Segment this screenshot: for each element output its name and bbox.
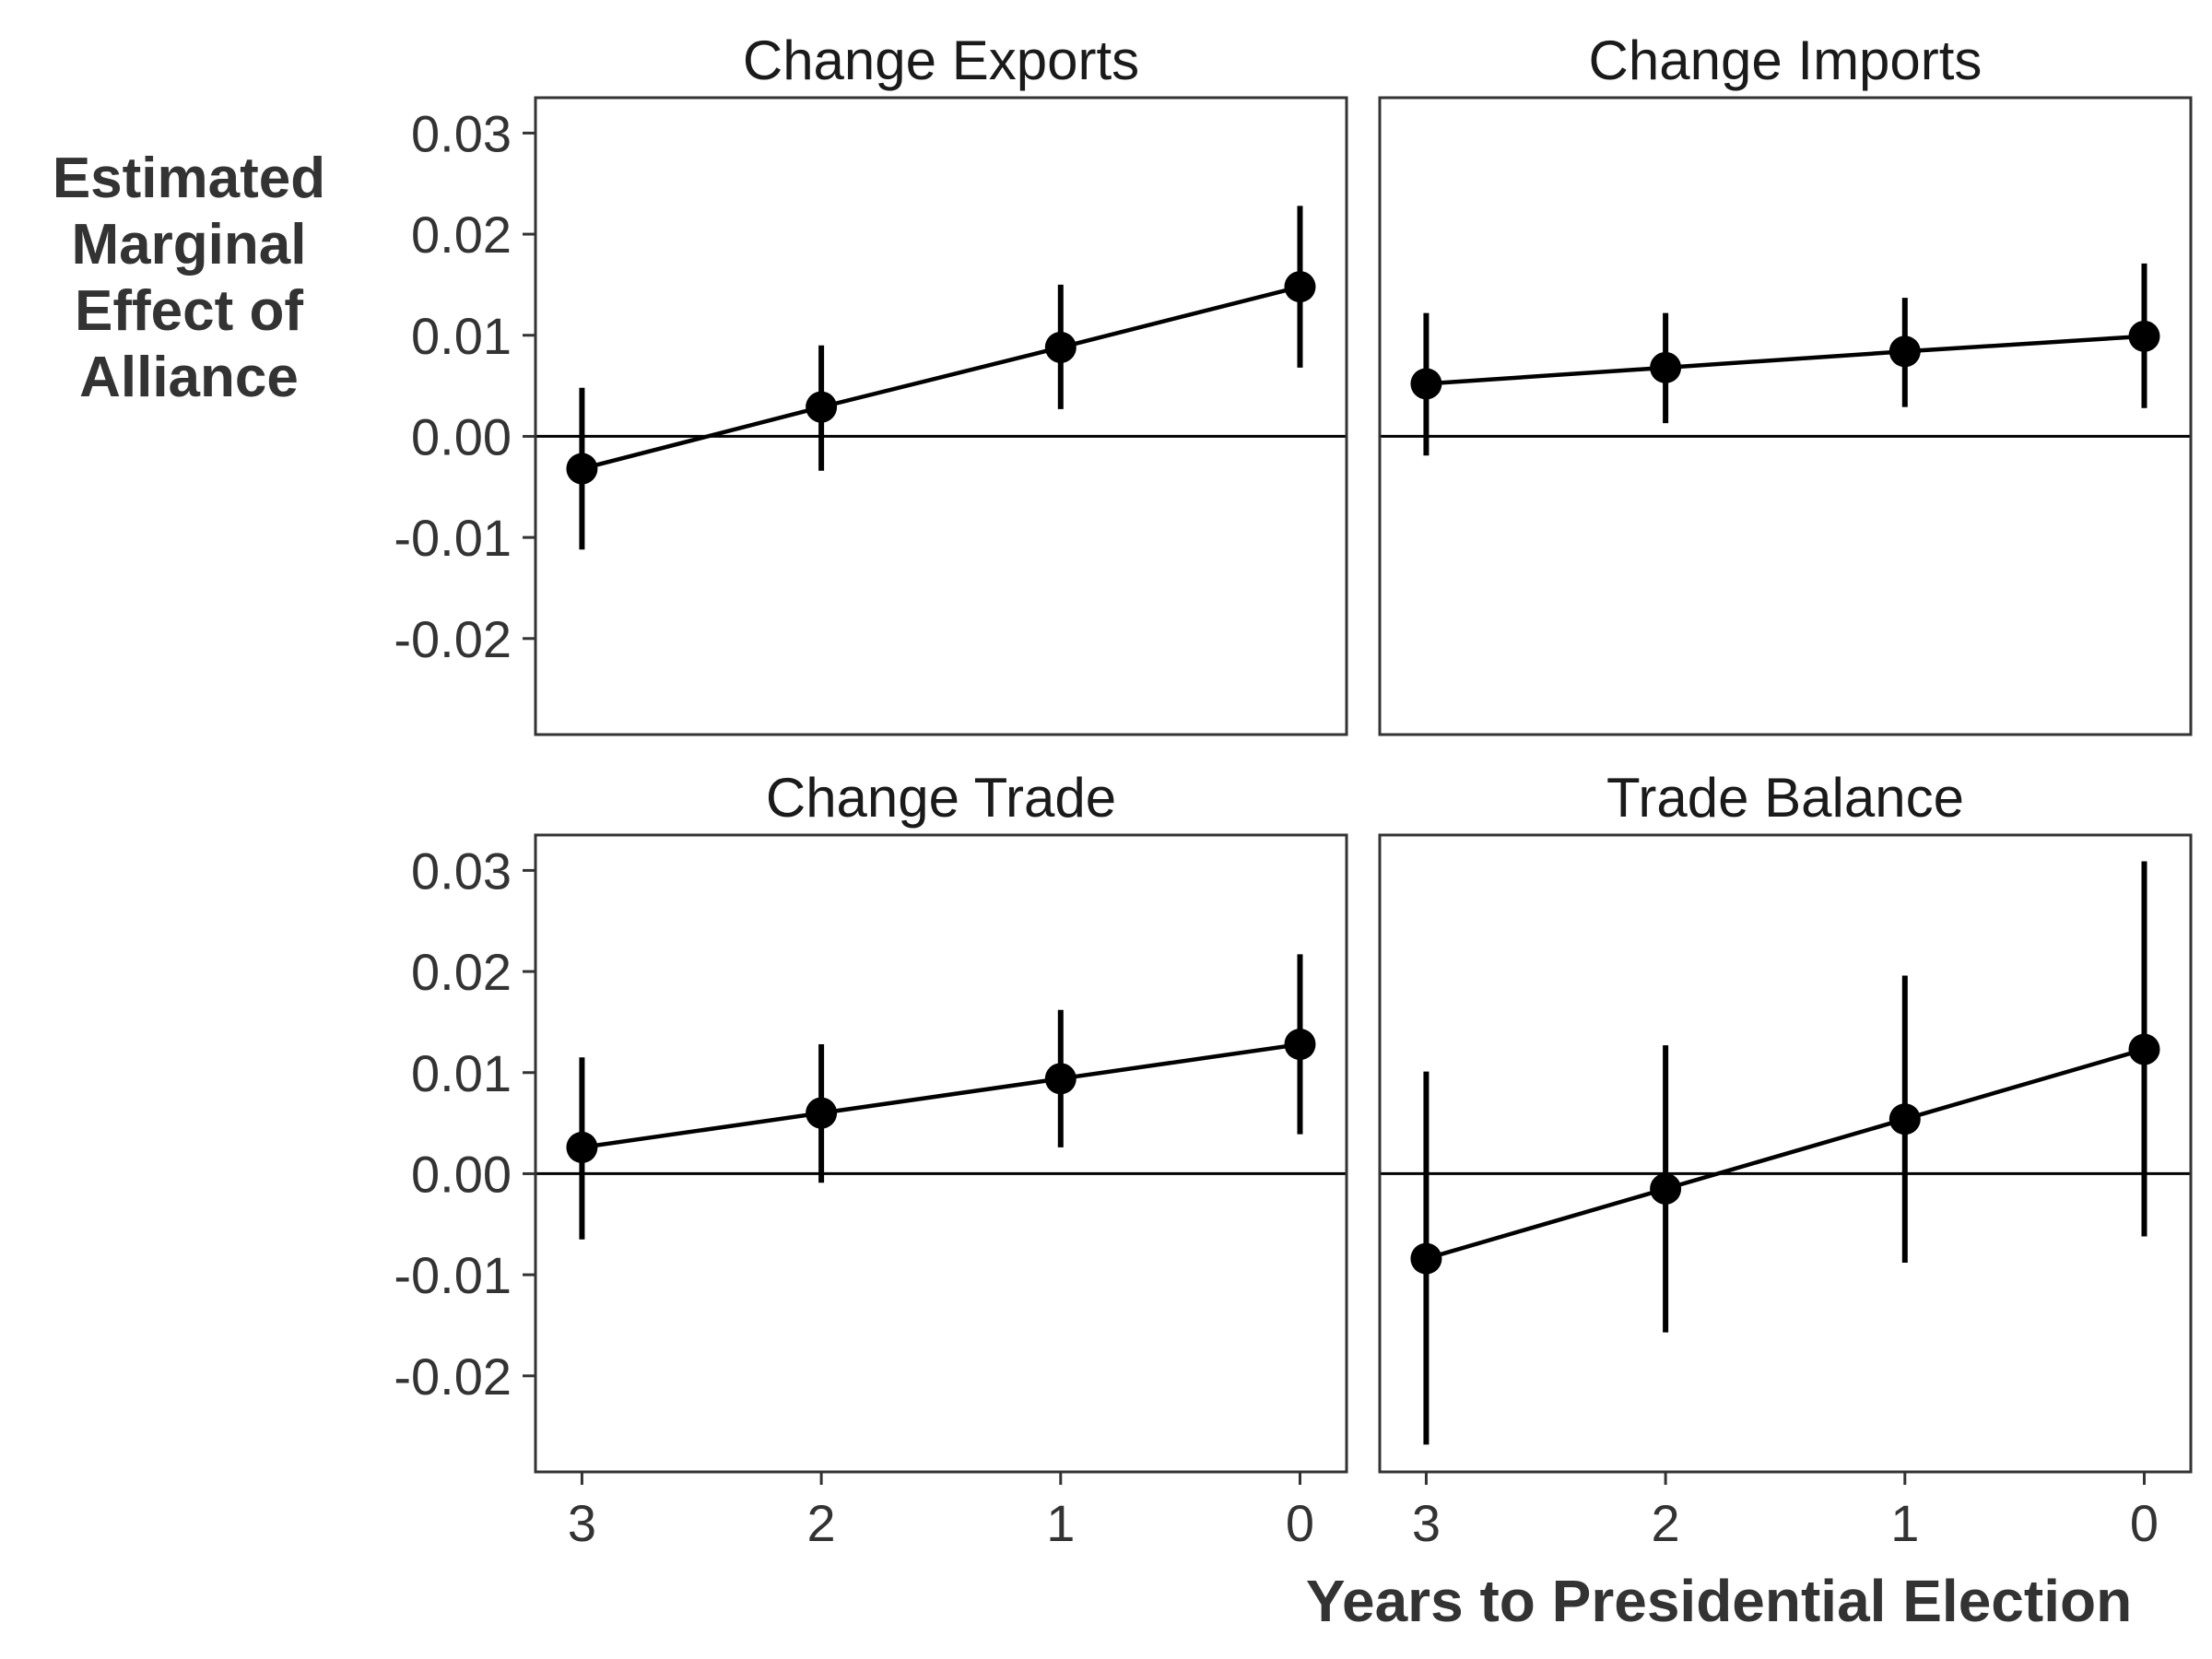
x-tick-label: 2 — [807, 1494, 836, 1552]
panel-title-change-imports: Change Imports — [1589, 29, 1983, 91]
x-tick-label: 3 — [1412, 1494, 1441, 1552]
series-line-change-exports — [581, 284, 1301, 471]
data-point-change-trade-3 — [566, 1131, 598, 1163]
panel-border-change-trade — [534, 833, 1348, 1474]
y-tick-label: -0.01 — [394, 1246, 512, 1304]
data-point-change-imports-2 — [1650, 351, 1682, 383]
data-point-change-trade-1 — [1044, 1063, 1077, 1095]
x-tick-label: 1 — [1046, 1494, 1075, 1552]
y-tick-label: -0.02 — [394, 1347, 512, 1406]
series-line-change-imports — [1426, 334, 2145, 386]
data-point-trade-balance-2 — [1650, 1172, 1682, 1205]
y-tick-label: 0.00 — [411, 1145, 512, 1203]
panel-border-change-exports — [534, 96, 1348, 736]
y-tick-label: -0.01 — [394, 509, 512, 567]
x-tick-label: 2 — [1652, 1494, 1680, 1552]
y-axis-title: Estimated Marginal Effect of Alliance — [52, 147, 326, 409]
data-point-change-imports-0 — [2128, 320, 2160, 352]
panel-title-change-trade: Change Trade — [766, 767, 1116, 829]
panel-title-change-exports: Change Exports — [743, 29, 1139, 91]
series-line-trade-balance — [1425, 1047, 2146, 1261]
data-point-trade-balance-0 — [2128, 1033, 2160, 1065]
data-point-change-imports-3 — [1410, 368, 1442, 400]
x-tick-label: 0 — [2130, 1494, 2159, 1552]
data-point-trade-balance-1 — [1888, 1103, 1921, 1135]
data-point-change-imports-1 — [1888, 335, 1921, 368]
y-tick-label: 0.01 — [411, 1044, 512, 1102]
x-tick-label: 1 — [1890, 1494, 1919, 1552]
data-point-change-trade-2 — [806, 1097, 838, 1129]
data-point-change-exports-3 — [566, 453, 598, 485]
y-tick-label: 0.00 — [411, 407, 512, 465]
series-line-change-trade — [582, 1041, 1300, 1150]
data-point-change-exports-2 — [806, 391, 838, 423]
y-tick-label: 0.02 — [411, 943, 512, 1001]
y-tick-label: -0.02 — [394, 610, 512, 668]
y-tick-label: 0.02 — [411, 206, 512, 264]
x-tick-label: 3 — [568, 1494, 596, 1552]
y-tick-label: 0.01 — [411, 307, 512, 365]
x-axis-title: Years to Presidential Election — [1305, 1568, 2133, 1634]
y-tick-label: 0.03 — [411, 841, 512, 900]
panel-border-change-imports — [1378, 96, 2193, 736]
data-point-change-trade-0 — [1284, 1029, 1316, 1061]
data-point-trade-balance-3 — [1410, 1242, 1442, 1275]
data-point-change-exports-1 — [1044, 331, 1077, 363]
y-tick-label: 0.03 — [411, 104, 512, 162]
panel-title-trade-balance: Trade Balance — [1606, 767, 1964, 829]
data-point-change-exports-0 — [1284, 271, 1316, 303]
x-tick-label: 0 — [1286, 1494, 1314, 1552]
panel-border-trade-balance — [1378, 833, 2193, 1474]
